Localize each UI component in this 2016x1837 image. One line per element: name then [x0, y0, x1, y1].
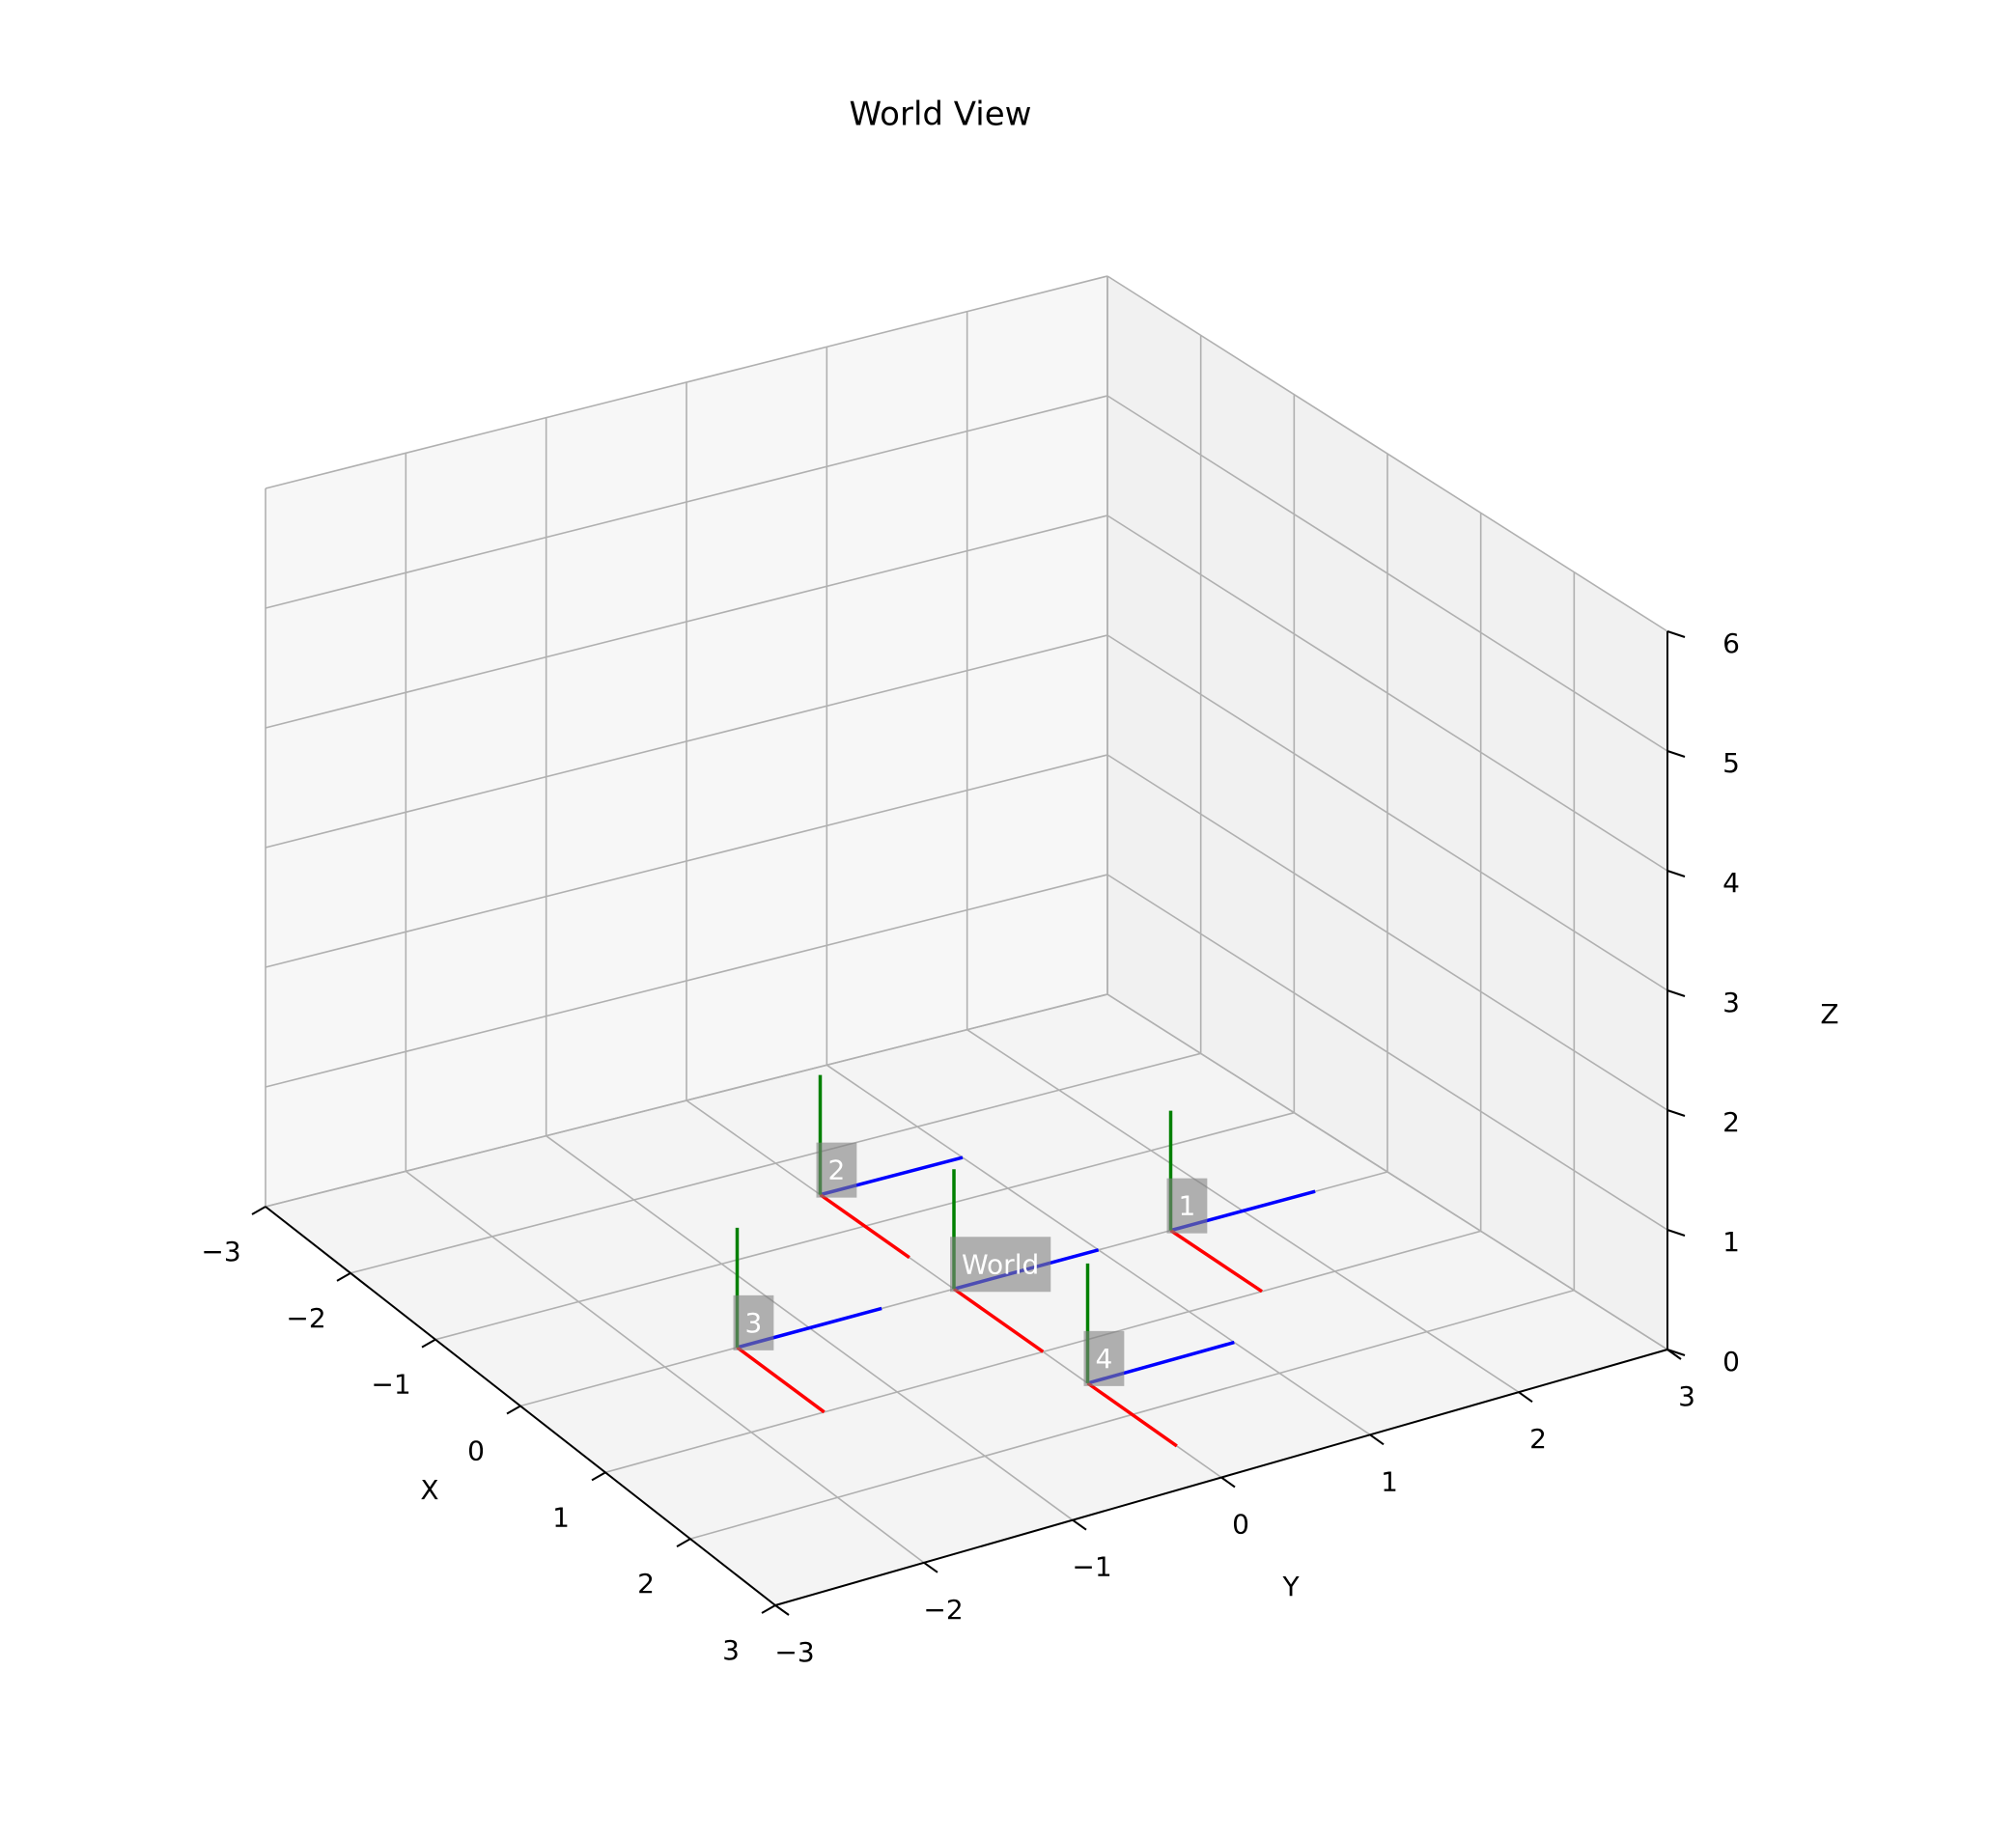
z-tick-label: 6 — [1722, 627, 1740, 659]
y-tick-label: −1 — [1072, 1551, 1111, 1583]
x-tick — [506, 1405, 521, 1415]
frame-label-box — [733, 1294, 774, 1350]
y-tick-label: 0 — [1232, 1509, 1249, 1541]
grid-line-floor-x — [265, 993, 1108, 1208]
x-tick-label: 2 — [637, 1568, 655, 1600]
y-axis-label: Y — [1281, 1571, 1300, 1602]
frame-label-box — [1166, 1178, 1208, 1234]
y-tick-label: 3 — [1678, 1380, 1695, 1412]
x-tick — [336, 1271, 351, 1282]
frame-axis-x — [1169, 1229, 1263, 1294]
frame-label-box — [950, 1237, 1051, 1293]
z-tick-label: 4 — [1722, 867, 1740, 899]
frame-label: World — [962, 1248, 1039, 1280]
z-tick-label: 1 — [1722, 1226, 1740, 1258]
x-tick-label: 3 — [722, 1634, 740, 1666]
grid-line-floor-x — [350, 1052, 1201, 1274]
y-tick — [923, 1562, 938, 1573]
x-tick-label: 1 — [552, 1501, 570, 1533]
frame-label: 2 — [828, 1155, 846, 1186]
frame-axis-x — [952, 1287, 1045, 1353]
x-tick — [251, 1206, 266, 1215]
chart-title: World View — [850, 96, 1032, 134]
z-tick — [1666, 1349, 1686, 1356]
y-tick-label: 2 — [1529, 1423, 1547, 1455]
y-tick — [1072, 1518, 1087, 1531]
grid-line-back-z — [265, 275, 1108, 489]
z-tick — [1666, 989, 1686, 997]
z-tick — [1666, 1229, 1686, 1237]
x-tick — [421, 1338, 436, 1349]
x-tick-label: 0 — [467, 1435, 485, 1467]
grid-line-back-z — [265, 515, 1108, 729]
y-tick — [1369, 1433, 1385, 1446]
y-tick — [774, 1604, 790, 1616]
frame-label-box — [816, 1142, 857, 1198]
x-tick-label: −2 — [286, 1302, 325, 1334]
frame-axis-x — [1086, 1381, 1178, 1448]
x-axis-label: X — [420, 1474, 438, 1506]
z-tick — [1666, 630, 1686, 638]
z-tick — [1666, 750, 1686, 758]
x-tick-label: −3 — [201, 1236, 240, 1267]
x-tick-label: −1 — [371, 1369, 410, 1401]
y-tick-label: −3 — [774, 1636, 814, 1668]
frame-axis-x — [736, 1346, 826, 1414]
z-tick-label: 0 — [1722, 1346, 1740, 1378]
y-tick — [1220, 1476, 1236, 1489]
frame-axis-x — [819, 1193, 910, 1260]
y-tick-label: 1 — [1381, 1465, 1398, 1497]
frame-label: 1 — [1179, 1190, 1196, 1222]
y-tick-label: −2 — [923, 1594, 963, 1626]
x-tick — [676, 1538, 691, 1548]
z-tick-label: 2 — [1722, 1106, 1740, 1138]
grid-line-back-z — [265, 874, 1108, 1088]
grid-line-back-z — [265, 634, 1108, 849]
frame-label: 3 — [745, 1307, 763, 1339]
z-tick-label: 5 — [1722, 747, 1740, 779]
z-tick — [1666, 870, 1686, 877]
z-tick-label: 3 — [1722, 987, 1740, 1018]
y-tick — [1518, 1391, 1533, 1403]
grid-line-back-z — [265, 395, 1108, 609]
z-axis-label: Z — [1820, 998, 1838, 1030]
grid-line-back-z — [265, 754, 1108, 968]
frame-label: 4 — [1096, 1343, 1113, 1375]
z-tick — [1666, 1109, 1686, 1117]
frame-label-box — [1083, 1330, 1125, 1386]
x-tick — [761, 1604, 776, 1614]
x-tick — [591, 1471, 606, 1482]
